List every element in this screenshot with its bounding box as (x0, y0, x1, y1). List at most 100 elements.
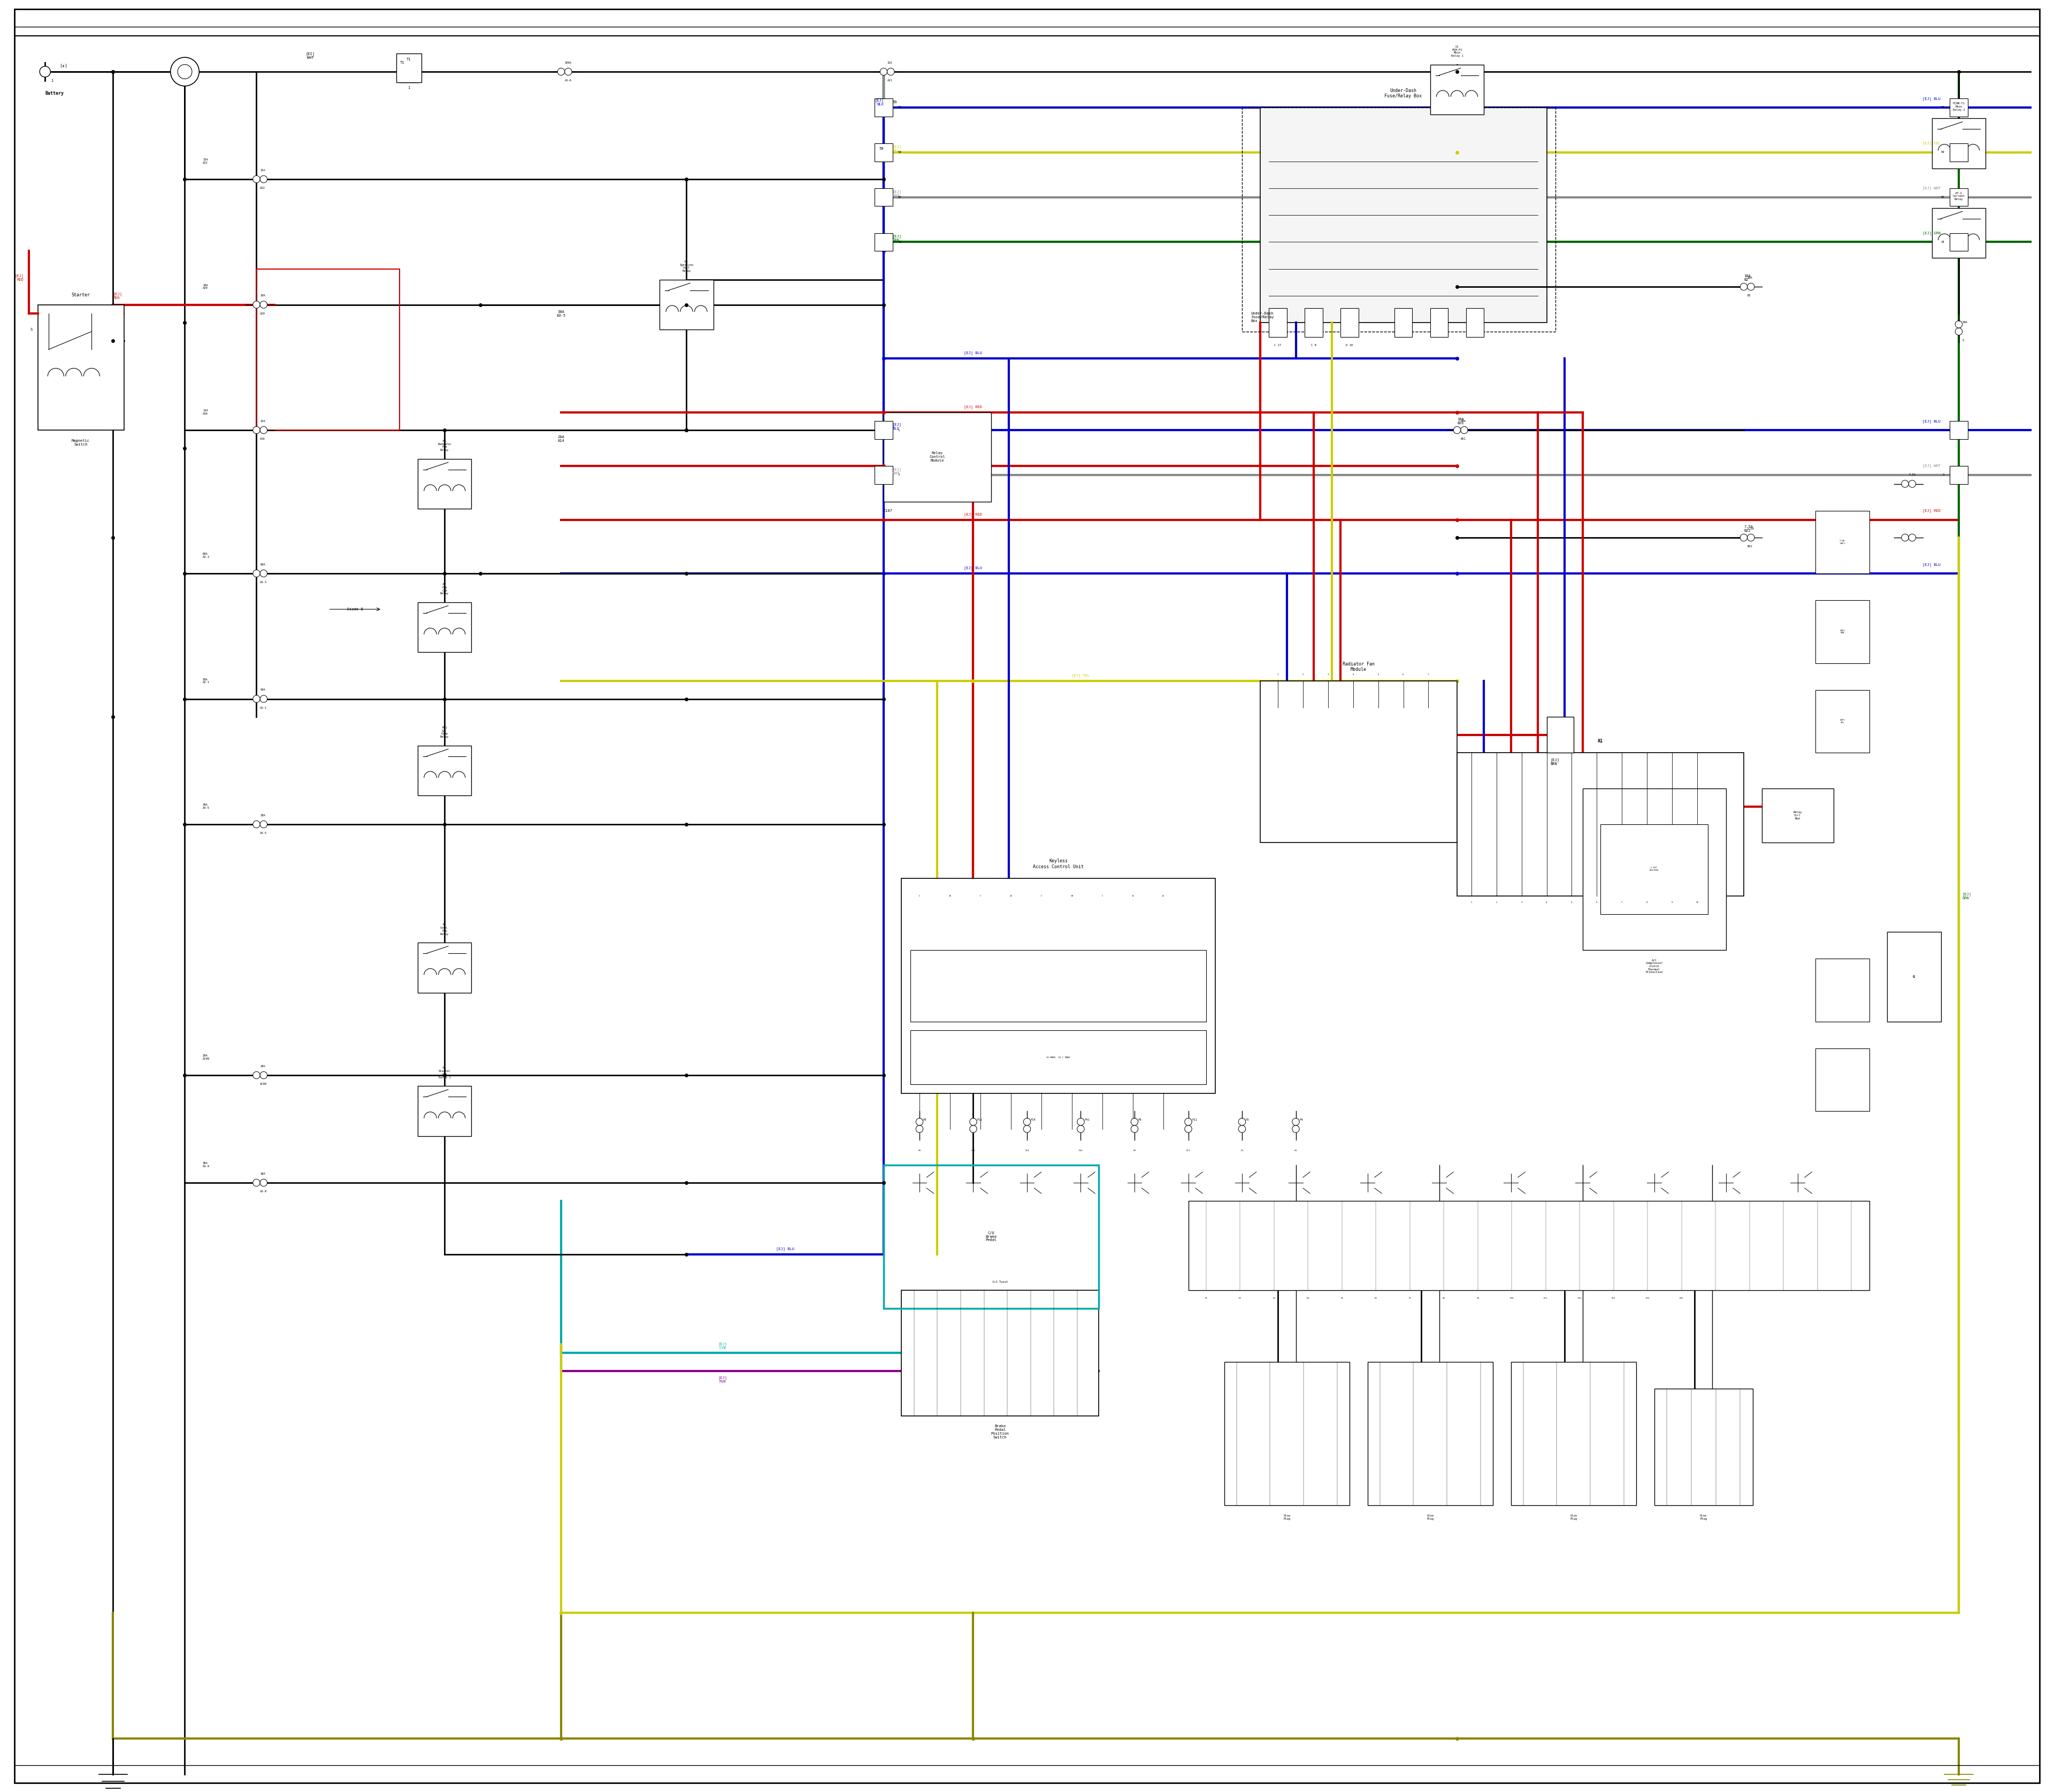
Bar (1259, 108, 1547, 323)
Text: A3-9: A3-9 (261, 1190, 267, 1193)
Text: F41: F41 (1078, 1149, 1082, 1152)
Text: F8: F8 (1138, 1118, 1142, 1122)
Bar (659, 280, 713, 330)
Bar (1456, 753, 1744, 896)
Circle shape (253, 1072, 261, 1079)
Text: F14: F14 (1025, 1149, 1029, 1152)
Text: 60A
A2-3: 60A A2-3 (203, 552, 210, 559)
Text: 15A
A16: 15A A16 (203, 409, 207, 416)
Circle shape (253, 301, 261, 308)
Bar (1933, 118, 1986, 168)
Bar (875, 466, 893, 484)
Text: [EJ]
GRN: [EJ] GRN (1962, 892, 1972, 900)
Bar (1816, 600, 1869, 663)
Text: 20A
A14: 20A A14 (559, 435, 565, 443)
Text: C 9: C 9 (1310, 344, 1317, 346)
Text: 22: 22 (1009, 894, 1013, 898)
Bar (875, 99, 893, 116)
Text: C-107
BLU/RED: C-107 BLU/RED (1649, 867, 1660, 871)
Text: M3
Cond.
Fan
Relay: M3 Cond. Fan Relay (440, 923, 450, 935)
Circle shape (253, 1179, 261, 1186)
Text: [EJ]
PUR: [EJ] PUR (717, 1376, 727, 1383)
Text: M4
Ignition
Coil
Relay: M4 Ignition Coil Relay (680, 260, 694, 272)
Text: C107: C107 (883, 509, 893, 513)
Circle shape (1748, 283, 1754, 290)
Text: F8: F8 (918, 1149, 920, 1152)
Text: C/U
Brake
Pedal: C/U Brake Pedal (986, 1231, 996, 1242)
Text: M6
Radiator
Fan
Relay: M6 Radiator Fan Relay (438, 439, 452, 452)
Circle shape (1132, 1125, 1138, 1133)
Circle shape (1076, 1125, 1085, 1133)
Bar (1816, 1048, 1869, 1111)
Text: F11: F11 (1545, 1297, 1549, 1299)
Text: 7.5A: 7.5A (1748, 527, 1754, 530)
Text: IU MAN2  IU C MAN2: IU MAN2 IU C MAN2 (1045, 1055, 1070, 1059)
Circle shape (261, 426, 267, 434)
Text: 36A
A3-9: 36A A3-9 (203, 1161, 210, 1168)
Circle shape (1908, 480, 1916, 487)
Text: LAF1
YEL: LAF1 YEL (1840, 719, 1844, 724)
Bar (1259, 681, 1456, 842)
Text: 50A: 50A (261, 688, 265, 692)
Text: A1-6: A1-6 (565, 79, 571, 82)
Text: F3: F3 (1241, 1149, 1243, 1152)
Text: [EJ] WHT: [EJ] WHT (1923, 186, 1941, 190)
Bar (417, 943, 472, 993)
Bar (902, 878, 1216, 1093)
Text: 36A: 36A (261, 1172, 265, 1176)
Text: F8: F8 (1134, 1149, 1136, 1152)
Text: (+): (+) (60, 65, 68, 68)
Text: 2N: 2N (1070, 894, 1072, 898)
Circle shape (261, 176, 267, 183)
Bar (1949, 233, 1968, 251)
Text: F12: F12 (1577, 1297, 1582, 1299)
Text: 59: 59 (879, 147, 883, 151)
Text: Starter: Starter (72, 292, 90, 297)
Text: G: G (1912, 975, 1914, 978)
Bar (1395, 308, 1413, 337)
Text: [EJ] BLU: [EJ] BLU (776, 1247, 795, 1251)
Text: F8: F8 (1442, 1297, 1446, 1299)
Circle shape (253, 426, 261, 434)
Circle shape (1460, 426, 1469, 434)
Text: 10: 10 (949, 894, 951, 898)
Circle shape (1740, 534, 1748, 541)
Text: Relay
Control
Module: Relay Control Module (930, 452, 945, 462)
Circle shape (1955, 328, 1962, 335)
Circle shape (261, 695, 267, 702)
Text: F11: F11 (972, 1149, 976, 1152)
Circle shape (170, 57, 199, 86)
Circle shape (253, 570, 261, 577)
Circle shape (261, 1072, 267, 1079)
Circle shape (1454, 426, 1460, 434)
Text: 100A: 100A (565, 61, 571, 65)
Text: T1: T1 (401, 61, 405, 65)
Text: Glow
Plug: Glow Plug (1284, 1514, 1290, 1520)
Text: [EJ]
YEL: [EJ] YEL (893, 145, 902, 152)
Text: [EJ]
CYN: [EJ] CYN (717, 1342, 727, 1349)
Text: FCHM-T1
Main
Relay 2: FCHM-T1 Main Relay 2 (1953, 102, 1966, 111)
Circle shape (1902, 480, 1908, 487)
Text: 59: 59 (898, 106, 902, 109)
Text: F13: F13 (1612, 1297, 1616, 1299)
Bar (1582, 788, 1725, 950)
Text: A29: A29 (261, 312, 265, 315)
Circle shape (1902, 534, 1908, 541)
Text: [EJ]
WHT: [EJ] WHT (893, 468, 902, 475)
Text: Under-Dash
Fuse/Relay Box: Under-Dash Fuse/Relay Box (1384, 88, 1421, 99)
Text: 20A: 20A (261, 1064, 265, 1068)
Bar (875, 143, 893, 161)
Text: 59: 59 (893, 100, 898, 104)
Circle shape (879, 68, 887, 75)
Bar (875, 421, 893, 439)
Text: Battery: Battery (45, 91, 64, 95)
Circle shape (1908, 534, 1916, 541)
Circle shape (916, 1125, 922, 1133)
Bar (417, 459, 472, 509)
Text: [EJ] RED: [EJ] RED (963, 405, 982, 409)
Text: 10A: 10A (1962, 321, 1968, 324)
Text: 15A: 15A (261, 168, 265, 172)
Bar (1547, 717, 1573, 753)
Bar (1368, 1362, 1493, 1505)
Text: Radiator Fan
Module: Radiator Fan Module (1343, 661, 1374, 672)
